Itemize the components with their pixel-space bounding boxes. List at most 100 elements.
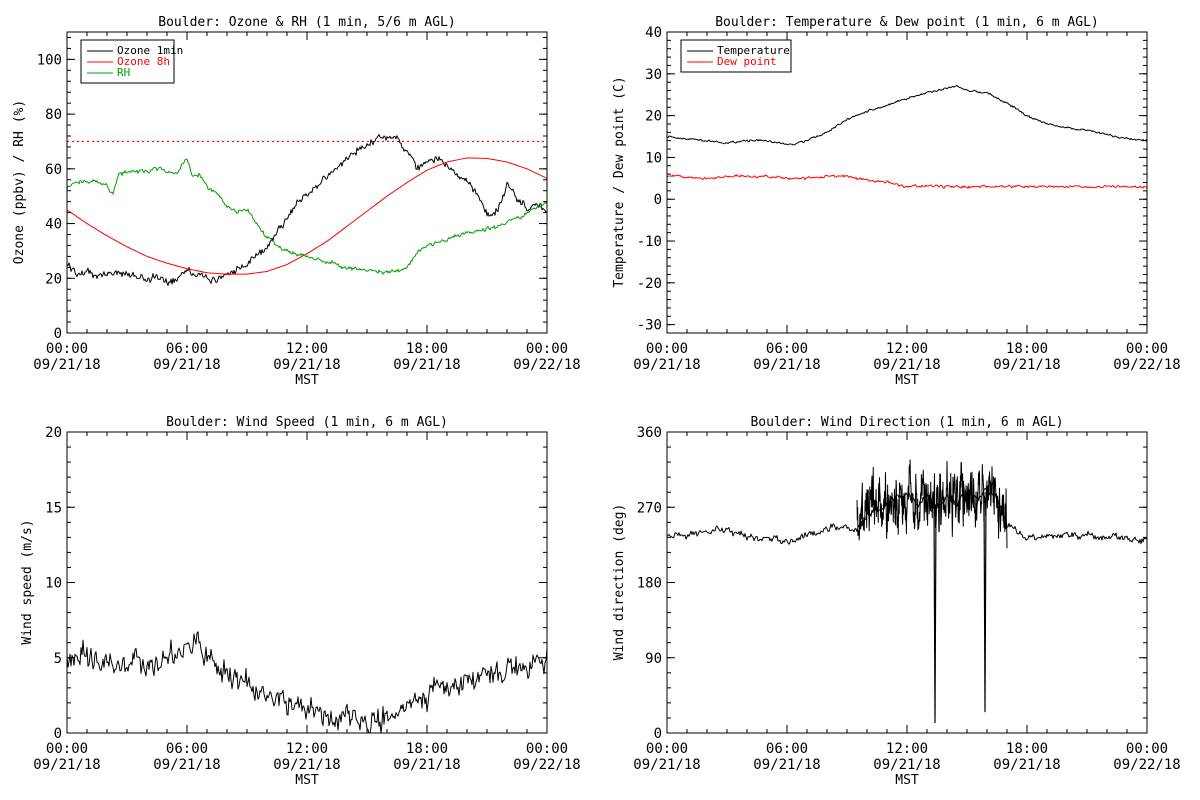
wind-speed-series-1 (67, 631, 547, 733)
wind-direction-spike-1 (933, 505, 937, 723)
temperature-axes: -30-20-1001020304000:0009/21/1806:0009/2… (633, 25, 1180, 373)
wind-direction-xtick-date: 09/21/18 (993, 757, 1060, 773)
wind-speed-xtick-date: 09/22/18 (513, 757, 580, 773)
wind-speed-axes: 0510152000:0009/21/1806:0009/21/1812:000… (33, 425, 580, 773)
temperature-ytick-label: 30 (645, 67, 662, 83)
ozone-series-1 (67, 133, 547, 286)
temperature-legend-box (680, 39, 792, 73)
panel-wind-direction: Boulder: Wind Direction (1 min, 6 m AGL)… (612, 415, 1181, 788)
temperature-xlabel: MST (895, 373, 919, 388)
temperature-xtick-date: 09/21/18 (633, 357, 700, 373)
temperature-ytick-label: 40 (645, 25, 662, 41)
ozone-plot (67, 133, 547, 286)
wind-speed-ytick-label: 5 (54, 651, 62, 667)
temperature-xtick-date: 09/21/18 (993, 357, 1060, 373)
wind-direction-axes: 09018027036000:0009/21/1806:0009/21/1812… (633, 425, 1180, 773)
temperature-xtick-time: 00:00 (1126, 341, 1168, 357)
ozone-ytick-label: 40 (45, 217, 62, 233)
wind-direction-xtick-time: 06:00 (766, 741, 808, 757)
wind-speed-ytick-label: 10 (45, 576, 62, 592)
temperature-xtick-date: 09/21/18 (873, 357, 940, 373)
temperature-series-2 (667, 174, 1147, 189)
wind-direction-ytick-label: 0 (654, 726, 662, 742)
wind-speed-ytick-label: 0 (54, 726, 62, 742)
ozone-series-2 (67, 157, 547, 275)
ozone-xtick-time: 18:00 (406, 341, 448, 357)
wind-direction-ytick-label: 360 (637, 425, 662, 441)
temperature-legend-label: Temperature (717, 44, 790, 57)
wind-speed-ytick-label: 15 (45, 500, 62, 516)
wind-speed-xtick-date: 09/21/18 (33, 757, 100, 773)
wind-speed-xtick-time: 06:00 (166, 741, 208, 757)
ozone-legend-label-1min: Ozone 1min (117, 44, 183, 57)
temperature-xtick-time: 12:00 (886, 341, 928, 357)
wind-speed-xtick-time: 00:00 (526, 741, 568, 757)
wind-speed-xtick-date: 09/21/18 (273, 757, 340, 773)
wind-direction-xlabel: MST (895, 773, 919, 788)
panel-ozone: Boulder: Ozone & RH (1 min, 5/6 m AGL) 0… (12, 15, 581, 388)
ozone-xtick-time: 00:00 (526, 341, 568, 357)
wind-speed-ytick-label: 20 (45, 425, 62, 441)
wind-direction-ylabel: Wind direction (deg) (612, 504, 627, 661)
ozone-axes: 02040608010000:0009/21/1806:0009/21/1812… (33, 32, 581, 373)
temperature-ytick-label: -30 (637, 318, 662, 334)
ozone-xtick-date: 09/22/18 (513, 357, 580, 373)
temperature-plot-frame (666, 31, 1148, 334)
wind-speed-plot-frame (66, 431, 548, 734)
wind-direction-xtick-time: 12:00 (886, 741, 928, 757)
wind-direction-ytick-label: 180 (637, 576, 662, 592)
wind-direction-plot (667, 459, 1147, 723)
temperature-xtick-time: 18:00 (1006, 341, 1048, 357)
ozone-plot-frame (66, 31, 548, 334)
wind-direction-xtick-time: 00:00 (646, 741, 688, 757)
temperature-xtick-time: 06:00 (766, 341, 808, 357)
wind-direction-xtick-time: 18:00 (1006, 741, 1048, 757)
ozone-series-3 (67, 158, 547, 275)
wind-direction-xtick-date: 09/22/18 (1113, 757, 1180, 773)
wind-speed-xtick-time: 12:00 (286, 741, 328, 757)
ozone-xtick-date: 09/21/18 (33, 357, 100, 373)
wind-direction-ytick-label: 90 (645, 651, 662, 667)
ozone-xlabel: MST (295, 373, 319, 388)
wind-direction-ytick-label: 270 (637, 500, 662, 516)
wind-direction-series-2 (856, 459, 1008, 549)
temperature-xtick-date: 09/21/18 (753, 357, 820, 373)
dewpoint-legend-label: Dew point (717, 55, 777, 68)
temperature-xtick-time: 00:00 (646, 341, 688, 357)
wind-speed-title: Boulder: Wind Speed (1 min, 6 m AGL) (166, 415, 448, 430)
ozone-ytick-label: 0 (54, 326, 62, 342)
wind-direction-title: Boulder: Wind Direction (1 min, 6 m AGL) (750, 415, 1063, 430)
ozone-ylabel: Ozone (ppbv) / RH (%) (12, 100, 27, 264)
wind-direction-xtick-date: 09/21/18 (753, 757, 820, 773)
temperature-ylabel: Temperature / Dew point (C) (612, 76, 627, 287)
wind-direction-xtick-time: 00:00 (1126, 741, 1168, 757)
temperature-ytick-label: -10 (637, 234, 662, 250)
ozone-xtick-time: 00:00 (46, 341, 88, 357)
wind-speed-xtick-time: 18:00 (406, 741, 448, 757)
wind-speed-plot (67, 631, 547, 733)
wind-speed-xtick-time: 00:00 (46, 741, 88, 757)
temperature-ytick-label: 20 (645, 109, 662, 125)
wind-direction-spike-2 (983, 492, 987, 713)
wind-direction-plot-frame (666, 431, 1148, 734)
ozone-xtick-time: 06:00 (166, 341, 208, 357)
temperature-ytick-label: 10 (645, 150, 662, 166)
temperature-ytick-label: -20 (637, 276, 662, 292)
ozone-ytick-label: 20 (45, 271, 62, 287)
ozone-ytick-label: 80 (45, 107, 62, 123)
ozone-xtick-date: 09/21/18 (273, 357, 340, 373)
ozone-ytick-label: 100 (37, 52, 62, 68)
panel-wind-speed: Boulder: Wind Speed (1 min, 6 m AGL) 0 5 1… (20, 415, 581, 788)
temperature-title: Boulder: Temperature & Dew point (1 min,… (715, 15, 1099, 30)
ozone-ytick-label: 60 (45, 162, 62, 178)
ozone-xtick-time: 12:00 (286, 341, 328, 357)
ozone-xtick-date: 09/21/18 (153, 357, 220, 373)
ozone-title: Boulder: Ozone & RH (1 min, 5/6 m AGL) (158, 15, 455, 30)
temperature-plot (667, 85, 1147, 189)
ozone-legend-label-rh: RH (117, 66, 130, 79)
ozone-xtick-date: 09/21/18 (393, 357, 460, 373)
wind-direction-xtick-date: 09/21/18 (873, 757, 940, 773)
wind-speed-ylabel: Wind speed (m/s) (20, 519, 35, 644)
ozone-legend-label-8h: Ozone 8h (117, 55, 170, 68)
